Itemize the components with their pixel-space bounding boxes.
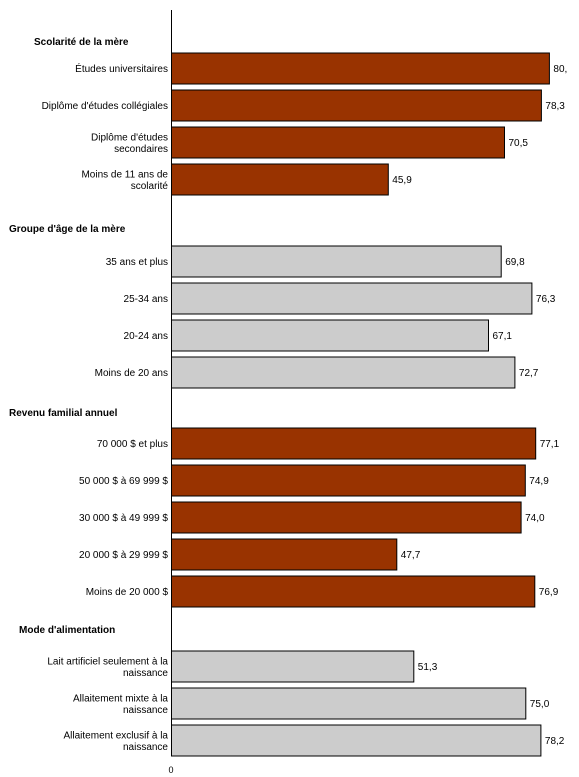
bar bbox=[171, 319, 489, 352]
bar bbox=[171, 464, 526, 497]
category-label: Moins de 11 ans de scolarité bbox=[81, 169, 168, 192]
group-label: Scolarité de la mère bbox=[34, 37, 129, 48]
value-label: 72,7 bbox=[519, 368, 539, 379]
category-label: Moins de 20 ans bbox=[95, 368, 168, 379]
group-label: Mode d'alimentation bbox=[19, 625, 115, 636]
bar bbox=[171, 724, 542, 757]
bar bbox=[171, 89, 542, 122]
category-label: Diplôme d'études collégiales bbox=[42, 101, 168, 112]
category-labels: Études universitaires Diplôme d'études co… bbox=[42, 62, 169, 753]
x-tick-label: 0 bbox=[168, 765, 173, 775]
value-label: 76,9 bbox=[539, 587, 559, 598]
bar bbox=[171, 282, 533, 315]
value-label: 78,3 bbox=[545, 101, 565, 112]
value-label: 74,9 bbox=[529, 476, 549, 487]
value-label: 67,1 bbox=[493, 331, 513, 342]
group-label: Groupe d'âge de la mère bbox=[9, 224, 126, 235]
bar bbox=[171, 245, 502, 278]
category-label: Moins de 20 000 $ bbox=[86, 587, 169, 598]
category-label: Lait artificiel seulement à la naissance bbox=[47, 656, 168, 679]
value-label: 51,3 bbox=[418, 662, 438, 673]
value-label: 69,8 bbox=[505, 257, 525, 268]
category-label: Allaitement exclusif à la naissance bbox=[64, 730, 169, 753]
value-label: 80, bbox=[553, 64, 567, 75]
category-label: 35 ans et plus bbox=[106, 257, 168, 268]
value-label: 70,5 bbox=[509, 138, 529, 149]
bar bbox=[171, 575, 536, 608]
category-label: Allaitement mixte à la naissance bbox=[73, 693, 168, 716]
bars bbox=[171, 52, 550, 757]
category-label: 20-24 ans bbox=[124, 331, 168, 342]
category-label: 20 000 $ à 29 999 $ bbox=[79, 550, 168, 561]
category-label: Diplôme d'études secondaires bbox=[91, 132, 168, 155]
value-label: 47,7 bbox=[401, 550, 421, 561]
bar bbox=[171, 126, 505, 159]
category-label: Études universitaires bbox=[75, 62, 168, 75]
bar bbox=[171, 650, 415, 683]
value-labels: 80, 78,3 70,5 45,9 69,8 76,3 67,1 72,7 77,1 74,9 7… bbox=[392, 64, 567, 747]
bar bbox=[171, 501, 522, 534]
category-label: 50 000 $ à 69 999 $ bbox=[79, 476, 168, 487]
category-label: 70 000 $ et plus bbox=[97, 439, 168, 450]
value-label: 74,0 bbox=[525, 513, 545, 524]
bar bbox=[171, 538, 398, 571]
value-label: 76,3 bbox=[536, 294, 556, 305]
bar bbox=[171, 52, 550, 85]
group-labels: Scolarité de la mère Groupe d'âge de la m… bbox=[9, 37, 129, 636]
bar bbox=[171, 687, 527, 720]
category-label: 30 000 $ à 49 999 $ bbox=[79, 513, 168, 524]
value-label: 77,1 bbox=[540, 439, 560, 450]
bar bbox=[171, 356, 516, 389]
group-label: Revenu familial annuel bbox=[9, 408, 118, 419]
value-label: 75,0 bbox=[530, 699, 550, 710]
value-label: 45,9 bbox=[392, 175, 412, 186]
bar bbox=[171, 163, 389, 196]
value-label: 78,2 bbox=[545, 736, 565, 747]
bar bbox=[171, 427, 537, 460]
category-label: 25-34 ans bbox=[124, 294, 168, 305]
